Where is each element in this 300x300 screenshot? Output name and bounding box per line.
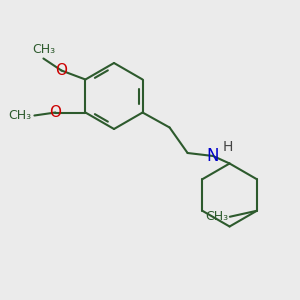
Text: O: O [56, 63, 68, 78]
Text: O: O [50, 105, 61, 120]
Text: CH₃: CH₃ [8, 109, 32, 122]
Text: N: N [207, 147, 219, 165]
Text: CH₃: CH₃ [32, 43, 55, 56]
Text: H: H [223, 140, 233, 154]
Text: CH₃: CH₃ [205, 210, 228, 223]
